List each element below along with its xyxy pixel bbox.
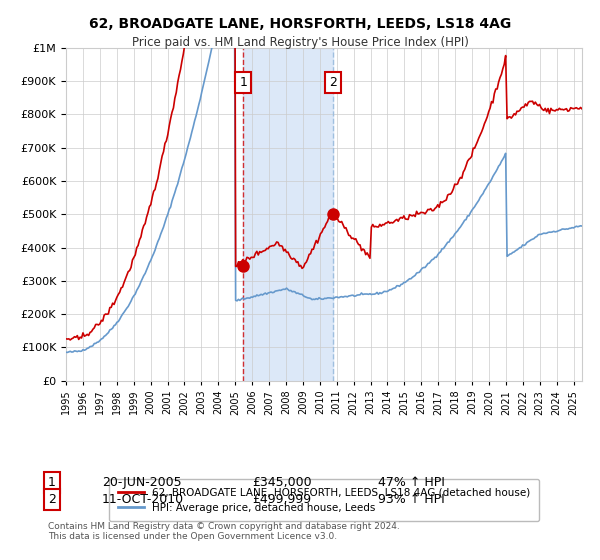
Text: 93% ↑ HPI: 93% ↑ HPI	[378, 493, 445, 506]
Text: 11-OCT-2010: 11-OCT-2010	[102, 493, 184, 506]
Text: £499,999: £499,999	[252, 493, 311, 506]
Text: 62, BROADGATE LANE, HORSFORTH, LEEDS, LS18 4AG: 62, BROADGATE LANE, HORSFORTH, LEEDS, LS…	[89, 17, 511, 31]
Legend: 62, BROADGATE LANE, HORSFORTH, LEEDS, LS18 4AG (detached house), HPI: Average pr: 62, BROADGATE LANE, HORSFORTH, LEEDS, LS…	[109, 479, 539, 521]
Text: 20-JUN-2005: 20-JUN-2005	[102, 476, 182, 489]
Text: 1: 1	[239, 76, 247, 89]
Text: 2: 2	[48, 493, 56, 506]
Text: Price paid vs. HM Land Registry's House Price Index (HPI): Price paid vs. HM Land Registry's House …	[131, 36, 469, 49]
Text: 1: 1	[48, 476, 56, 489]
Text: £345,000: £345,000	[252, 476, 311, 489]
Text: Contains HM Land Registry data © Crown copyright and database right 2024.
This d: Contains HM Land Registry data © Crown c…	[48, 522, 400, 542]
Text: 2: 2	[329, 76, 337, 89]
Text: 47% ↑ HPI: 47% ↑ HPI	[378, 476, 445, 489]
Bar	[243, 48, 333, 381]
